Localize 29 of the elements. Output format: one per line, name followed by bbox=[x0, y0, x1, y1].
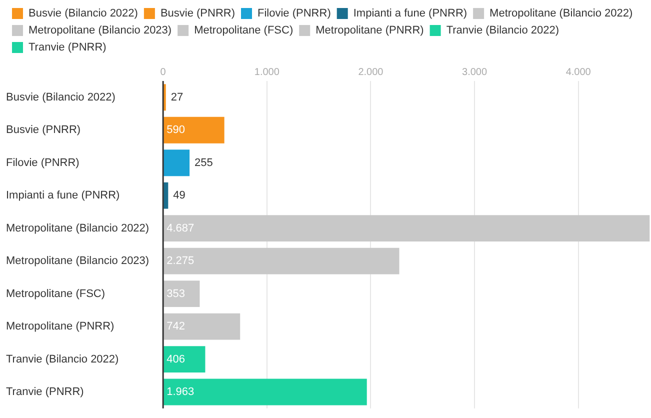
y-tick-label: Busvie (Bilancio 2022) bbox=[6, 91, 116, 104]
legend-label: Filovie (PNRR) bbox=[258, 8, 331, 20]
y-tick-label: Tranvie (PNRR) bbox=[6, 386, 84, 398]
legend-label: Metropolitane (FSC) bbox=[194, 24, 294, 37]
x-tick-label: 4.000 bbox=[566, 66, 592, 78]
y-tick-label: Filovie (PNRR) bbox=[6, 156, 80, 169]
legend-label: Metropolitane (Bilancio 2022) bbox=[490, 8, 633, 20]
data-label: 1.963 bbox=[166, 386, 194, 398]
data-label: 590 bbox=[166, 124, 185, 136]
legend-label: Impianti a fune (PNRR) bbox=[353, 8, 468, 20]
y-tick-label: Metropolitane (FSC) bbox=[6, 288, 106, 300]
legend-label: Metropolitane (PNRR) bbox=[316, 24, 424, 37]
y-tick-label: Metropolitane (Bilancio 2023) bbox=[6, 255, 150, 268]
legend-label: Metropolitane (Bilancio 2023) bbox=[28, 24, 172, 37]
y-tick-label: Metropolitane (Bilancio 2022) bbox=[6, 222, 150, 234]
data-label: 49 bbox=[173, 190, 186, 202]
x-tick-label: 1.000 bbox=[254, 66, 280, 78]
y-tick-label: Busvie (PNRR) bbox=[6, 124, 81, 136]
data-label: 255 bbox=[194, 156, 213, 169]
x-tick-label: 0 bbox=[160, 66, 166, 78]
y-tick-label: Impianti a fune (PNRR) bbox=[6, 190, 120, 202]
x-tick-label: 2.000 bbox=[358, 66, 384, 78]
legend-label: Busvie (PNRR) bbox=[160, 8, 236, 20]
x-tick-label: 3.000 bbox=[462, 66, 488, 78]
legend-label: Tranvie (Bilancio 2022) bbox=[446, 24, 560, 37]
y-tick-label: Metropolitane (PNRR) bbox=[6, 320, 114, 333]
y-tick-label: Tranvie (Bilancio 2022) bbox=[6, 353, 119, 366]
data-label: 27 bbox=[170, 91, 184, 104]
data-label: 406 bbox=[166, 353, 185, 366]
